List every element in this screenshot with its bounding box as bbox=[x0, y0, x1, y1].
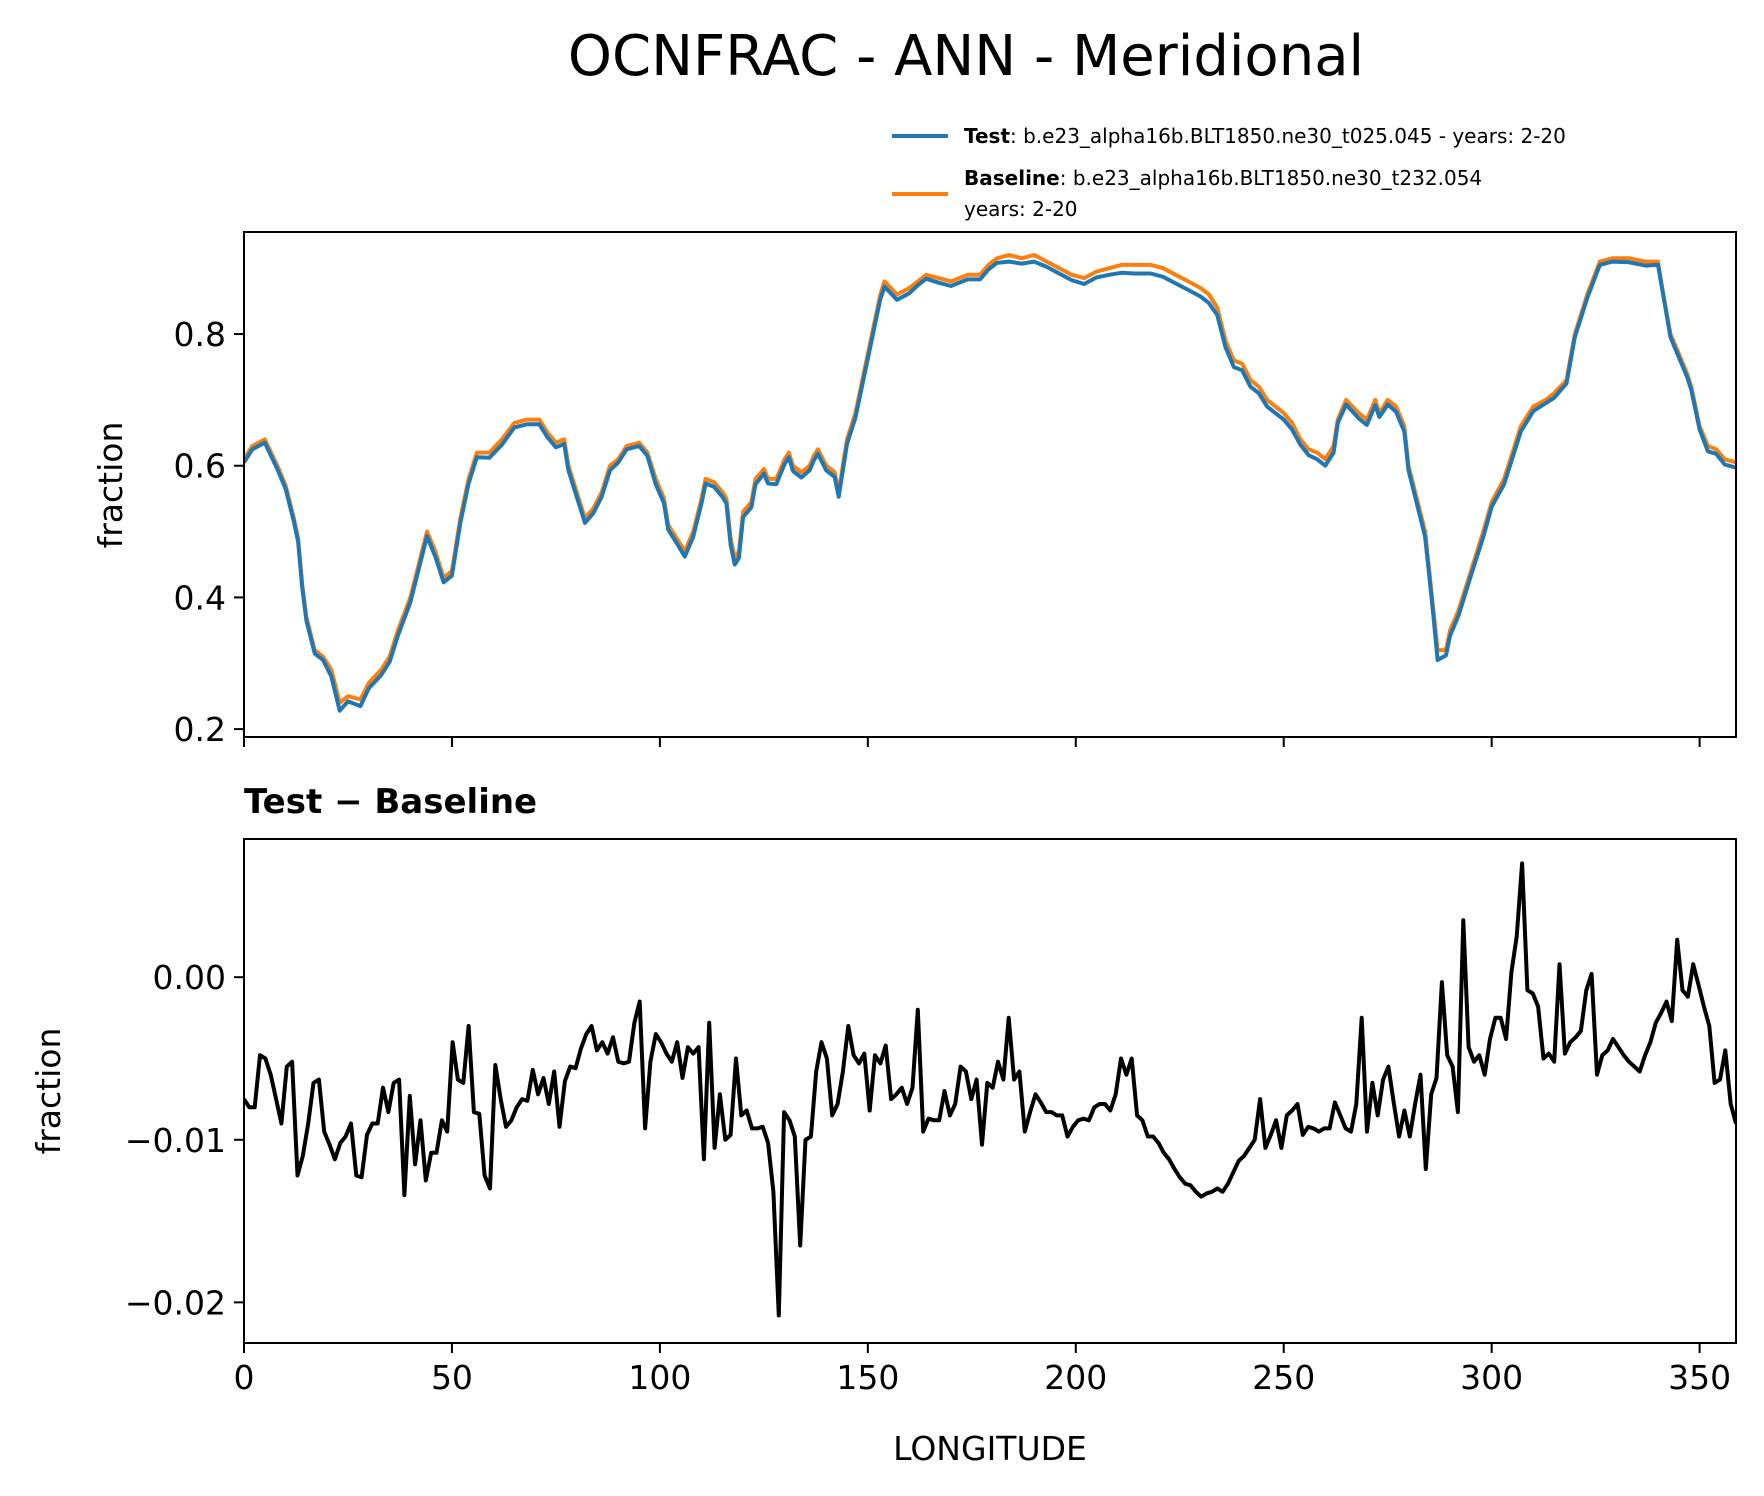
main-title: OCNFRAC - ANN - Meridional bbox=[568, 24, 1364, 89]
bottom-series-test-baseline bbox=[244, 861, 1736, 1318]
svg-text:Test: b.e23_alpha16b.BLT1850.n: Test: b.e23_alpha16b.BLT1850.ne30_t025.0… bbox=[964, 124, 1566, 148]
bottom-axes: 0 50 100 150 200 250 300 350 −0.02 −0.01 0.00 frac… bbox=[29, 838, 1737, 1468]
bottom-xtick-label-0: 0 bbox=[234, 1358, 255, 1397]
bottom-xtick-label-300: 300 bbox=[1460, 1358, 1523, 1397]
bottom-ytick-label-1: −0.01 bbox=[125, 1121, 226, 1160]
bottom-xtick-label-350: 350 bbox=[1668, 1358, 1731, 1397]
legend-name-baseline: Baseline bbox=[964, 166, 1060, 190]
top-axes: 0.2 0.4 0.6 0.8 fraction bbox=[91, 231, 1737, 749]
bottom-xtick-label-150: 150 bbox=[836, 1358, 899, 1397]
legend: Test: b.e23_alpha16b.BLT1850.ne30_t025.0… bbox=[892, 124, 1566, 221]
top-ytick-label-3: 0.8 bbox=[174, 315, 226, 354]
bottom-xtick-label-250: 250 bbox=[1252, 1358, 1315, 1397]
top-ytick-label-1: 0.4 bbox=[174, 578, 226, 617]
bottom-xtick-label-50: 50 bbox=[431, 1358, 473, 1397]
top-ytick-label-0: 0.2 bbox=[174, 710, 226, 749]
bottom-xtick-label-200: 200 bbox=[1044, 1358, 1107, 1397]
bottom-ylabel: fraction bbox=[29, 1028, 68, 1155]
bottom-xlabel: LONGITUDE bbox=[893, 1429, 1087, 1468]
legend-name-test: Test bbox=[964, 124, 1010, 148]
top-series-test bbox=[244, 259, 1736, 713]
legend-label-test: : b.e23_alpha16b.BLT1850.ne30_t025.045 -… bbox=[1010, 124, 1566, 148]
legend-label-baseline: : b.e23_alpha16b.BLT1850.ne30_t232.054 bbox=[1060, 166, 1482, 190]
legend-label-baseline-line2: years: 2-20 bbox=[964, 197, 1078, 221]
top-ytick-label-2: 0.6 bbox=[174, 447, 226, 486]
bottom-ytick-label-2: 0.00 bbox=[153, 958, 226, 997]
top-ylabel: fraction bbox=[91, 422, 130, 549]
difference-subtitle: Test − Baseline bbox=[244, 782, 537, 822]
svg-text:Baseline: b.e23_alpha16b.BLT18: Baseline: b.e23_alpha16b.BLT1850.ne30_t2… bbox=[964, 166, 1482, 190]
bottom-xtick-label-100: 100 bbox=[628, 1358, 691, 1397]
top-axes-frame bbox=[243, 231, 1737, 738]
bottom-ytick-label-0: −0.02 bbox=[125, 1283, 226, 1322]
bottom-axes-frame bbox=[243, 838, 1737, 1344]
